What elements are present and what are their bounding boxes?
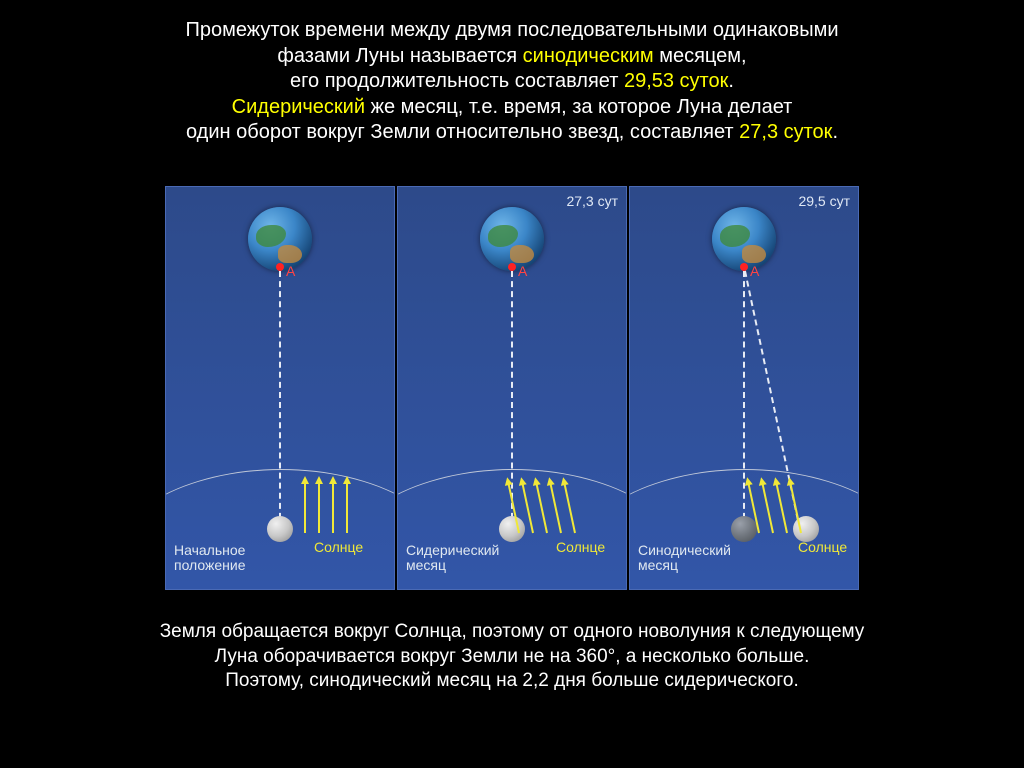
panel-caption: Сидерическиймесяц <box>406 543 499 574</box>
moon-icon <box>267 516 293 542</box>
caption-line2: месяц <box>406 557 446 573</box>
sun-label: Солнце <box>556 539 605 555</box>
moon-icon <box>499 516 525 542</box>
bottom-text-block: Земля обращается вокруг Солнца, поэтому … <box>0 620 1024 694</box>
top-line2b: синодическим <box>523 45 654 67</box>
point-a-label: A <box>286 263 295 279</box>
earth-icon <box>248 207 312 271</box>
point-a-dot <box>508 263 516 271</box>
bottom-line3: Поэтому, синодический месяц на 2,2 дня б… <box>225 670 798 691</box>
caption-line1: Сидерический <box>406 542 499 558</box>
top-line2a: фазами Луны называется <box>277 45 522 67</box>
top-line4a: Сидерический <box>232 96 365 118</box>
panel-2: 29,5 сут A Солнце Синодическиймесяц <box>629 186 859 590</box>
panel-1: 27,3 сут A Солнце Сидерическиймесяц <box>397 186 627 590</box>
top-line1: Промежуток времени между двумя последова… <box>185 19 838 41</box>
top-line2c: месяцем, <box>654 45 747 67</box>
sun-ray-arrow <box>304 483 306 533</box>
sun-label: Солнце <box>314 539 363 555</box>
time-label: 27,3 сут <box>566 193 618 209</box>
time-label: 29,5 сут <box>798 193 850 209</box>
top-line5b: 27,3 суток <box>739 121 832 143</box>
top-text-block: Промежуток времени между двумя последова… <box>0 18 1024 146</box>
bottom-line1: Земля обращается вокруг Солнца, поэтому … <box>160 621 865 642</box>
top-line5a: один оборот вокруг Земли относительно зв… <box>186 121 739 143</box>
sun-label: Солнце <box>798 539 847 555</box>
page: Промежуток времени между двумя последова… <box>0 0 1024 768</box>
top-line3c: . <box>728 70 734 92</box>
caption-line2: месяц <box>638 557 678 573</box>
sun-ray-arrow <box>318 483 320 533</box>
panel-0: A Солнце Начальноеположение <box>165 186 395 590</box>
top-line3b: 29,53 суток <box>624 70 728 92</box>
panel-caption: Синодическиймесяц <box>638 543 731 574</box>
point-a-dot <box>276 263 284 271</box>
top-line5c: . <box>832 121 838 143</box>
point-a-dot <box>740 263 748 271</box>
caption-line1: Синодический <box>638 542 731 558</box>
earth-icon <box>480 207 544 271</box>
point-a-label: A <box>750 263 759 279</box>
caption-line1: Начальное <box>174 542 245 558</box>
moon-icon <box>731 516 757 542</box>
sun-ray-arrow <box>346 483 348 533</box>
caption-line2: положение <box>174 557 246 573</box>
point-a-label: A <box>518 263 527 279</box>
top-line3a: его продолжительность составляет <box>290 70 624 92</box>
earth-icon <box>712 207 776 271</box>
panels-row: A Солнце Начальноеположение 27,3 сут A Солнце… <box>165 186 859 590</box>
top-line4b: же месяц, т.е. время, за которое Луна де… <box>365 96 792 118</box>
panel-caption: Начальноеположение <box>174 543 246 574</box>
sun-ray-arrow <box>332 483 334 533</box>
bottom-line2: Луна оборачивается вокруг Земли не на 36… <box>215 646 810 667</box>
